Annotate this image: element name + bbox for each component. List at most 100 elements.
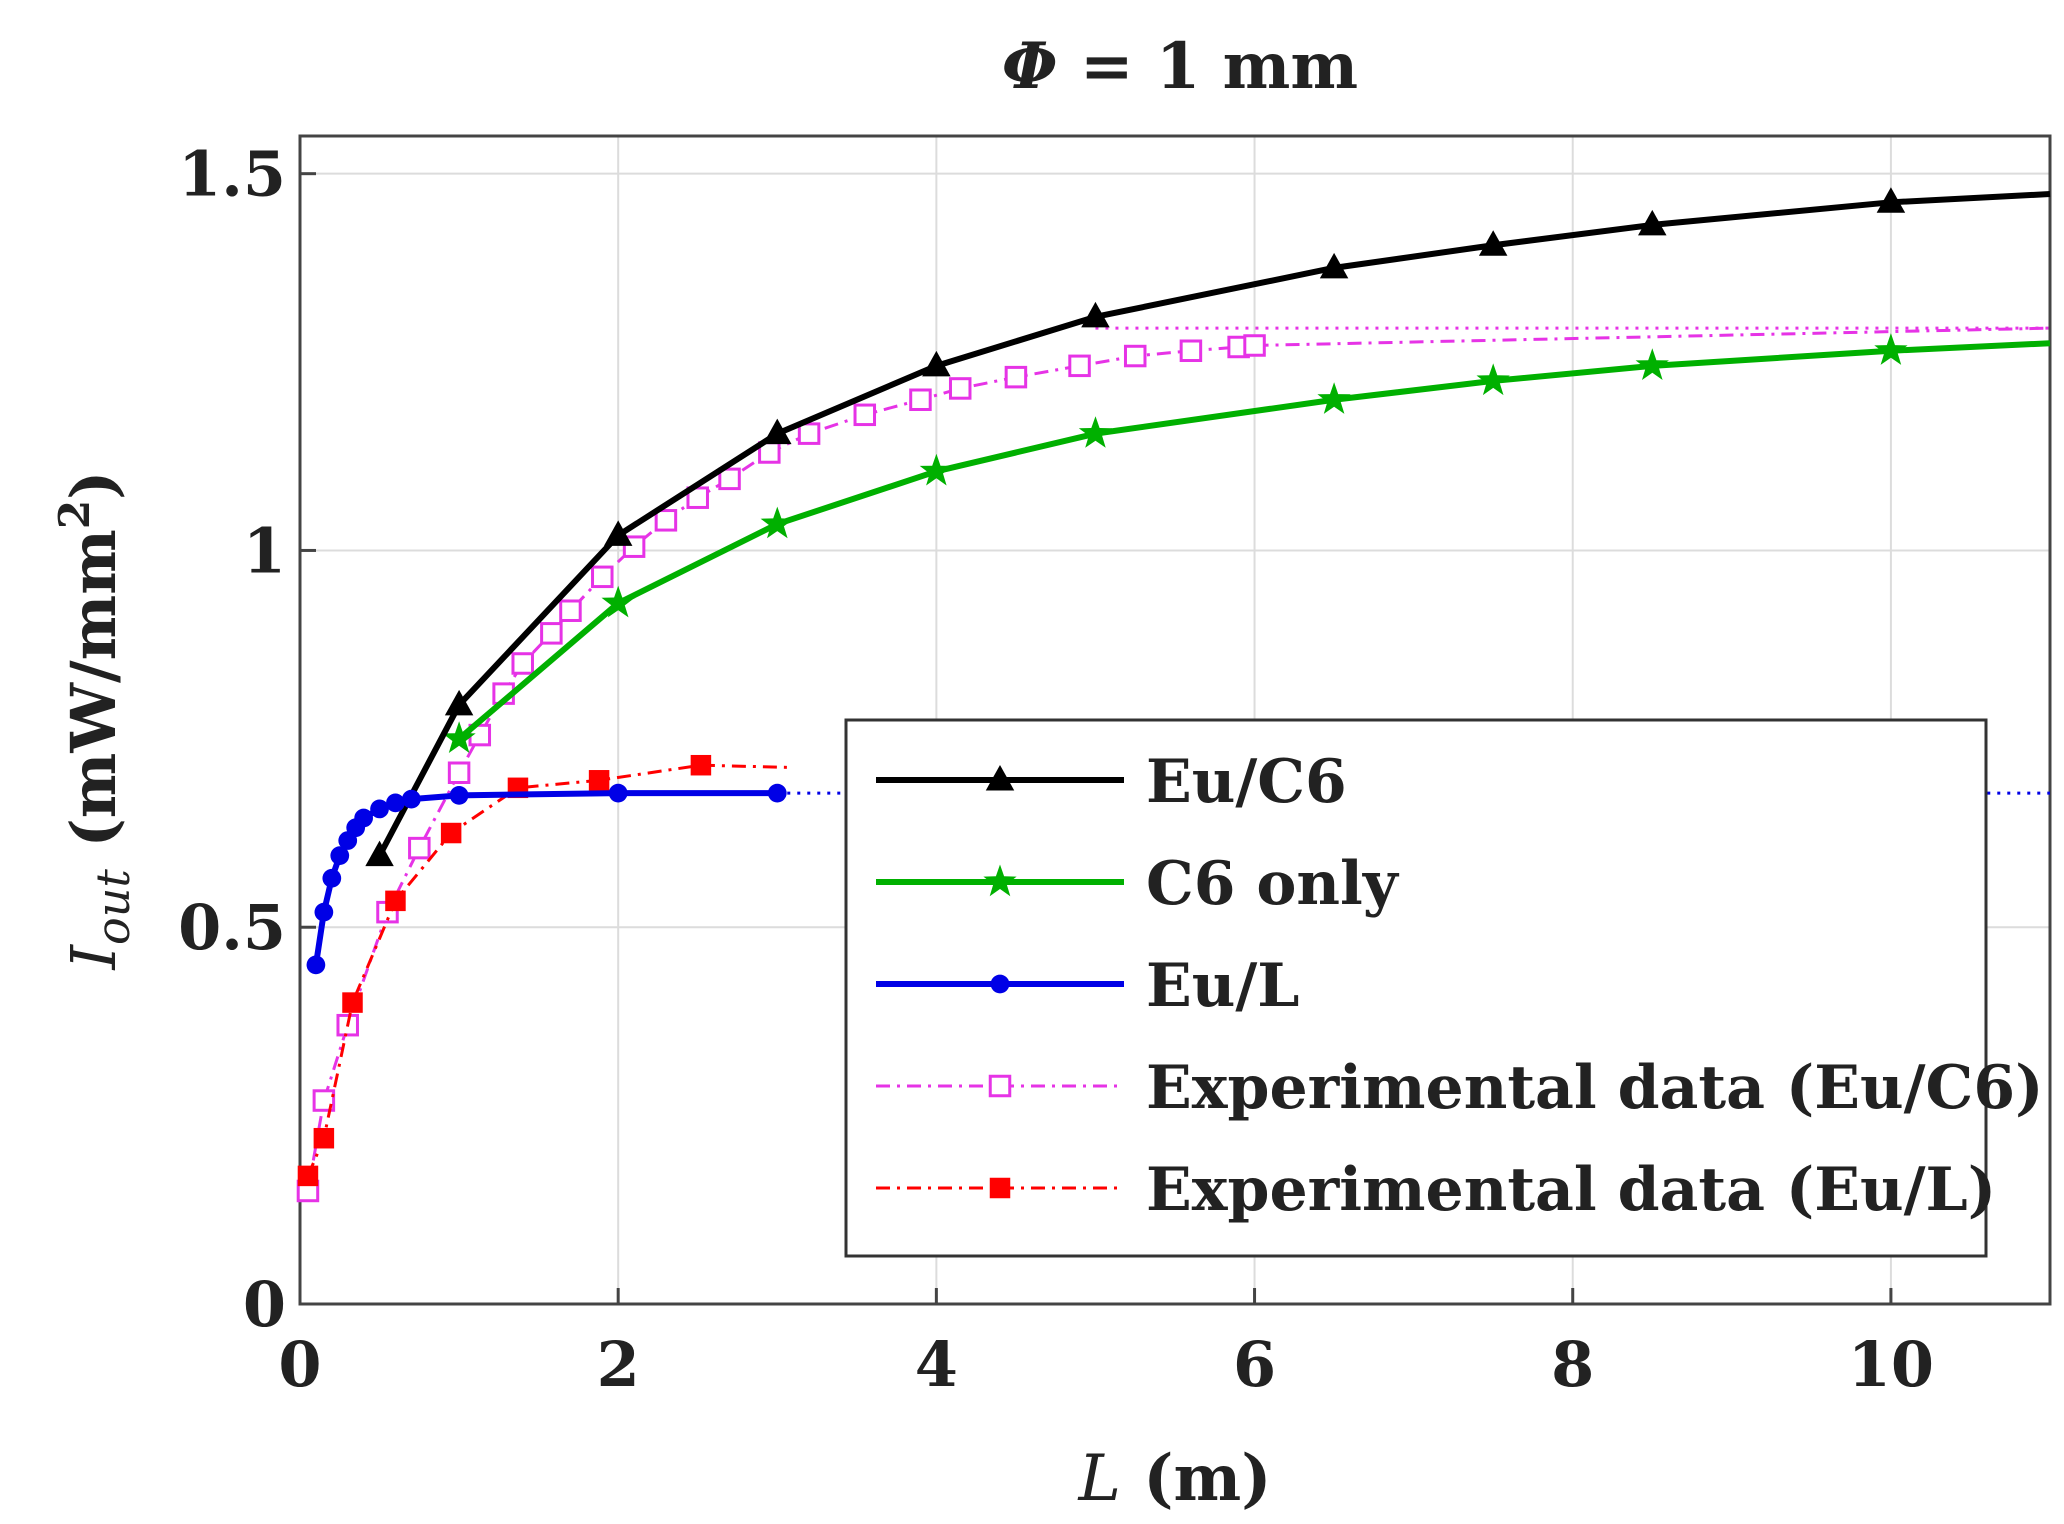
y-label-unit: (mW/mm [57, 529, 130, 869]
data-point-marker [1004, 365, 1028, 389]
data-point-marker [922, 350, 951, 377]
y-axis-label: Iout (mW/mm2) [50, 471, 140, 971]
data-point-marker [588, 770, 610, 791]
data-point-marker [449, 785, 469, 805]
data-point-marker [853, 403, 877, 427]
data-point-marker [603, 520, 633, 546]
title-symbol: Φ [1002, 29, 1058, 104]
series-extension-line [1254, 326, 2051, 347]
data-point-marker [654, 509, 678, 532]
data-point-marker [591, 565, 614, 589]
legend-label: Experimental data (Eu/L) [1146, 1155, 1996, 1225]
data-point-marker [1476, 363, 1510, 396]
data-point-marker [608, 783, 628, 803]
x-tick-label: 0 [278, 1328, 321, 1401]
data-point-marker [385, 890, 406, 912]
legend-marker [983, 864, 1017, 897]
series-line [312, 790, 778, 966]
data-point-marker [1123, 344, 1147, 368]
plot-frame [298, 134, 2052, 1306]
data-point-marker [297, 1165, 319, 1187]
data-point-marker [919, 453, 953, 486]
data-point-marker [797, 422, 821, 445]
legend-label: Eu/L [1146, 951, 1299, 1021]
x-label-symbol: L [1077, 1442, 1121, 1516]
data-point-marker [440, 822, 462, 844]
series-extension-line [700, 763, 794, 769]
data-point-marker [313, 1127, 335, 1149]
data-point-marker [511, 652, 534, 675]
y-label-subscript: out [86, 869, 140, 945]
data-point-marker [718, 467, 741, 491]
data-point-marker [690, 754, 712, 776]
legend: Eu/C6 C6 only Eu/L Experimental data (Eu/C6… [844, 718, 2043, 1258]
data-point-marker [1319, 252, 1349, 279]
data-point-marker [540, 622, 563, 645]
y-label-symbol: I [57, 943, 130, 970]
data-point-marker [444, 689, 474, 716]
data-point-marker [354, 808, 373, 828]
legend-item-c6-only: C6 only [876, 849, 1400, 919]
legend-label: C6 only [1146, 849, 1400, 919]
legend-item-eu-c6: Eu/C6 [876, 747, 1347, 817]
data-point-marker [767, 783, 787, 803]
series-c6-only [442, 333, 2051, 753]
data-point-marker [442, 721, 476, 753]
data-point-marker [322, 868, 342, 888]
data-point-marker [909, 388, 932, 411]
data-point-marker [408, 836, 431, 860]
x-tick-label: 8 [1551, 1328, 1594, 1401]
x-axis-label: L (m) [1077, 1441, 1271, 1516]
data-point-marker [342, 992, 363, 1013]
legend-item-experimental-data-eu-c6: Experimental data (Eu/C6) [876, 1053, 2043, 1123]
data-point-marker [1317, 382, 1351, 414]
legend-marker [985, 765, 1015, 791]
series-eu-c6 [365, 187, 2051, 867]
legend-item-eu-l: Eu/L [876, 951, 1299, 1021]
y-tick-label: 1.5 [178, 138, 286, 211]
y-tick-label: 0.5 [178, 891, 286, 964]
x-tick-label: 4 [915, 1328, 958, 1401]
legend-marker [988, 1074, 1012, 1098]
data-point-marker [1638, 209, 1667, 236]
data-point-marker [330, 846, 350, 865]
x-tick-label: 6 [1233, 1328, 1276, 1401]
legend-box [844, 718, 1988, 1258]
y-label-close: ) [57, 471, 130, 500]
x-label-unit: (m) [1121, 1441, 1272, 1516]
x-tick-label: 10 [1848, 1328, 1934, 1401]
legend-marker [990, 974, 1010, 994]
data-point-marker [601, 585, 635, 618]
x-tick-label: 2 [597, 1328, 640, 1401]
data-point-marker [365, 840, 394, 867]
data-point-marker [559, 599, 582, 622]
data-point-marker [1243, 334, 1266, 357]
chart-title: Φ = 1 mm [1002, 29, 1358, 104]
data-point-marker [1081, 301, 1110, 328]
data-point-marker [386, 793, 405, 813]
data-point-marker [1874, 333, 1908, 365]
data-point-marker [402, 789, 421, 809]
data-point-marker [447, 761, 471, 784]
data-point-marker [1068, 354, 1091, 378]
data-point-marker [306, 955, 326, 975]
legend-item-experimental-data-eu-l: Experimental data (Eu/L) [876, 1155, 1996, 1225]
title-rest: = 1 mm [1058, 29, 1358, 104]
axis-ticks: 0 2 4 6 8 10 0 0.5 1 1.5 [178, 138, 1934, 1401]
y-label-exponent: 2 [50, 500, 99, 529]
legend-label: Experimental data (Eu/C6) [1146, 1053, 2043, 1123]
legend-label: Eu/C6 [1146, 747, 1347, 817]
series-line [306, 763, 702, 1177]
data-point-marker [1478, 230, 1508, 256]
y-tick-label: 1 [243, 514, 286, 587]
data-point-marker [948, 377, 972, 400]
data-point-marker [312, 1089, 336, 1112]
data-point-marker [370, 799, 389, 819]
data-point-marker [1635, 348, 1669, 380]
series-layer [296, 187, 2051, 1203]
data-point-marker [1179, 339, 1203, 363]
data-point-marker [1876, 187, 1906, 213]
series-line [457, 340, 2051, 742]
data-point-marker [314, 902, 334, 922]
